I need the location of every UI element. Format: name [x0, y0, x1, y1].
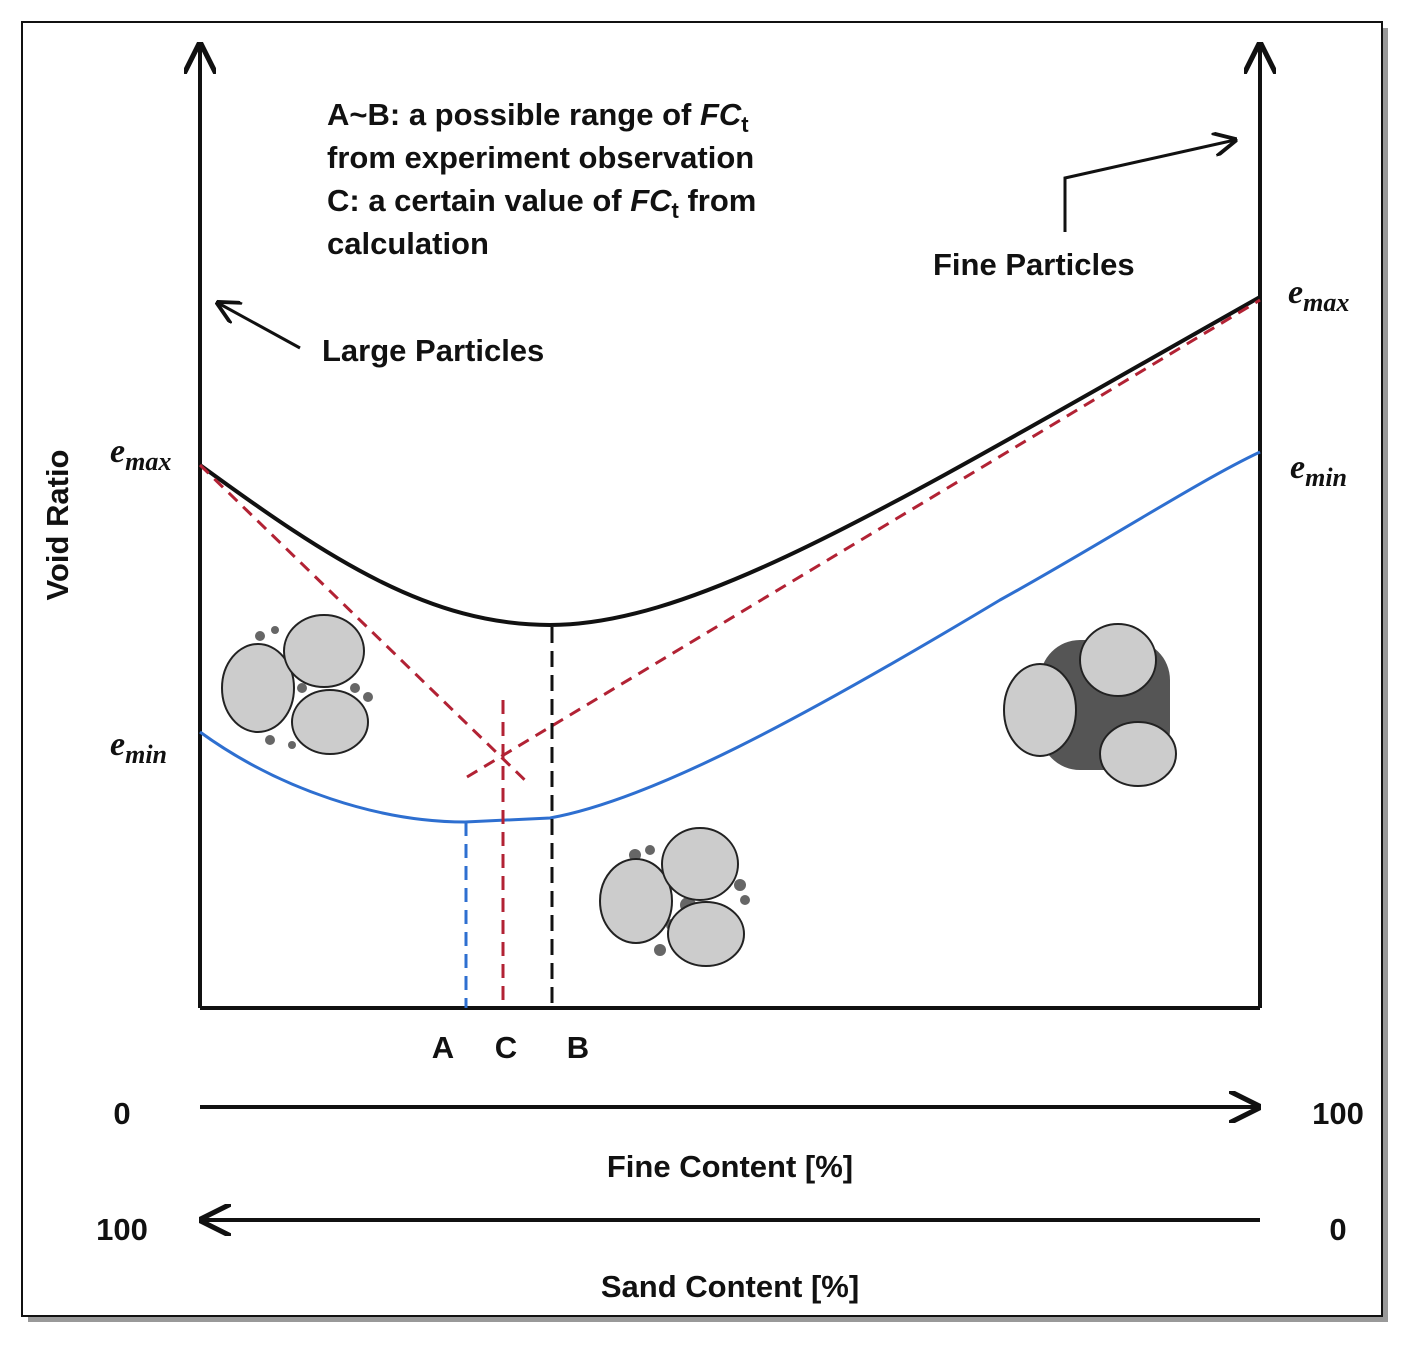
fine-axis-title: Fine Content [%] [607, 1149, 853, 1184]
e-subscript: min [1305, 463, 1347, 492]
e-subscript: max [125, 447, 171, 476]
emin-curve [199, 450, 1261, 824]
red-dashed-line [198, 463, 532, 787]
point-label: C [495, 1030, 517, 1065]
particles-mid [599, 827, 750, 967]
sand-axis-end: 0 [1329, 1212, 1346, 1247]
fine-axis-start: 0 [113, 1096, 130, 1131]
e-symbol: e [110, 433, 125, 470]
note-text: C: a certain value of [327, 183, 630, 218]
note-text: A~B: a possible range of [327, 97, 700, 132]
sand-axis-start: 100 [96, 1212, 148, 1247]
left-emax: emax [110, 433, 171, 476]
note-line: from experiment observation [327, 140, 754, 175]
red-dashed-line [466, 298, 1261, 779]
e-symbol: e [1288, 274, 1303, 311]
e-subscript: min [125, 740, 167, 769]
note-line: A~B: a possible range of FCt [327, 97, 749, 137]
e-symbol: e [110, 726, 125, 763]
note-subscript: t [672, 198, 680, 223]
fine-axis-end: 100 [1312, 1096, 1364, 1131]
particles-fine [1003, 623, 1177, 787]
e-subscript: max [1303, 288, 1349, 317]
fine-particles-arrow [1063, 140, 1235, 232]
point-label: B [567, 1030, 589, 1065]
note-text: from [679, 183, 757, 218]
point-label: A [432, 1030, 454, 1065]
note-symbol: FC [630, 183, 672, 218]
e-symbol: e [1290, 449, 1305, 486]
large-particles-arrow [218, 303, 301, 350]
right-emin: emin [1290, 449, 1347, 492]
y-axis-label: Void Ratio [40, 450, 75, 601]
note-subscript: t [741, 112, 749, 137]
sand-axis-title: Sand Content [%] [601, 1269, 859, 1304]
particles-large [221, 614, 373, 755]
left-emin: emin [110, 726, 167, 769]
note-line: C: a certain value of FCt from [327, 183, 756, 223]
right-emax: emax [1288, 274, 1349, 317]
emax-curve [198, 295, 1261, 628]
large-particles-label: Large Particles [322, 333, 544, 368]
note-line: calculation [327, 226, 489, 261]
note-symbol: FC [700, 97, 742, 132]
fine-particles-label: Fine Particles [933, 247, 1135, 282]
